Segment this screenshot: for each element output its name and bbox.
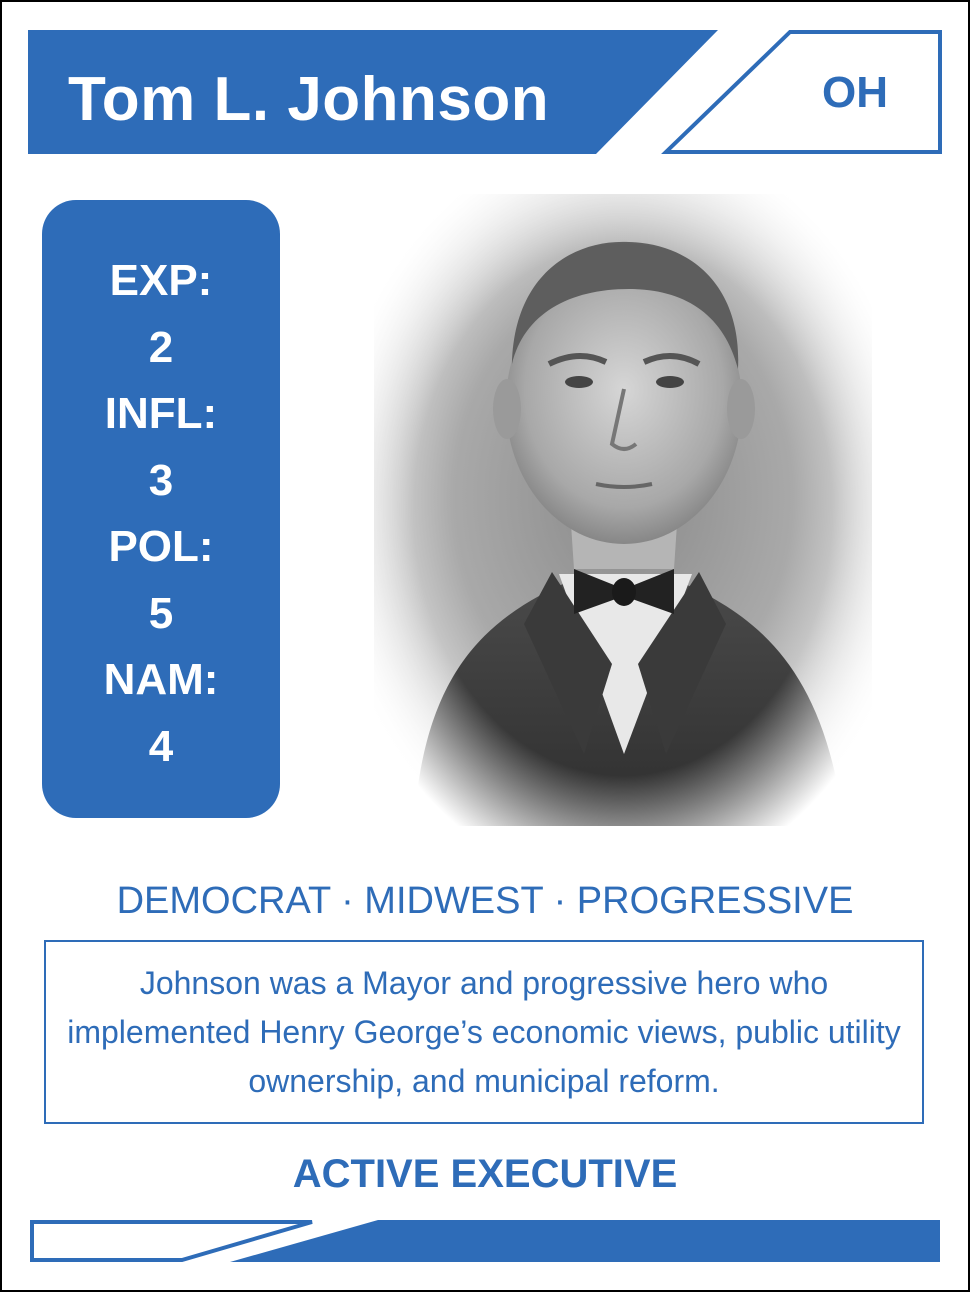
stat-infl-label: INFL: bbox=[104, 389, 218, 438]
header-banner bbox=[28, 30, 942, 154]
portrait-image bbox=[374, 194, 872, 826]
name-banner-shape bbox=[28, 30, 718, 154]
role-label: ACTIVE EXECUTIVE bbox=[292, 1152, 678, 1196]
stat-pol-label: POL: bbox=[108, 522, 214, 571]
footer-right-shape bbox=[230, 1220, 940, 1262]
card-tags: DEMOCRAT · MIDWEST · PROGRESSIVE bbox=[116, 880, 854, 922]
politician-name: Tom L. Johnson bbox=[68, 65, 550, 134]
stat-exp-value: 2 bbox=[148, 322, 174, 372]
stat-pol-value: 5 bbox=[148, 588, 174, 638]
state-code: OH bbox=[822, 68, 888, 117]
description-text: Johnson was a Mayor and progressive hero… bbox=[67, 964, 901, 1099]
footer-left-shape bbox=[30, 1220, 313, 1262]
stat-exp-label: EXP: bbox=[109, 256, 213, 305]
stat-infl-value: 3 bbox=[148, 455, 174, 505]
stat-nam-value: 4 bbox=[148, 721, 174, 771]
description-box: Johnson was a Mayor and progressive hero… bbox=[44, 940, 924, 1124]
footer-banner bbox=[30, 1220, 940, 1262]
stats-panel: EXP: 2 INFL: 3 POL: 5 NAM: 4 bbox=[42, 200, 280, 818]
stat-nam-label: NAM: bbox=[103, 655, 219, 704]
state-banner-shape bbox=[661, 30, 942, 154]
